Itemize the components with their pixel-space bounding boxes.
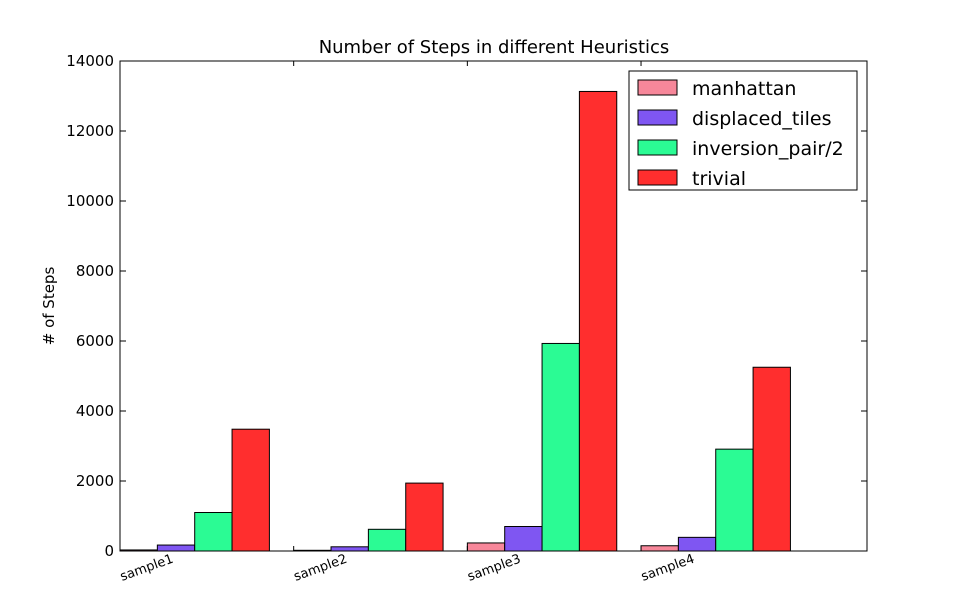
bar-displaced-tiles-sample3: [504, 526, 543, 552]
x-tick-label-sample2: sample2: [292, 552, 349, 585]
bar-trivial-sample1: [231, 428, 270, 552]
bar-trivial-sample3: [578, 90, 618, 552]
y-tick-label-4000: 4000: [76, 402, 114, 420]
legend-label-displaced-tiles: displaced_tiles: [692, 108, 832, 130]
legend-label-inversion-pair-2: inversion_pair/2: [692, 138, 844, 160]
bar-displaced-tiles-sample1: [156, 544, 196, 552]
plot-frame: [119, 60, 868, 552]
legend-swatch-displaced-tiles: [637, 109, 678, 126]
y-tick-label-6000: 6000: [76, 332, 114, 350]
y-axis-label: # of Steps: [40, 267, 58, 346]
bar-displaced-tiles-sample2: [330, 546, 369, 552]
x-tick-label-sample4: sample4: [639, 552, 696, 585]
bar-inversion-pair-2-sample3: [541, 342, 580, 552]
bar-trivial-sample4: [752, 366, 791, 552]
bar-manhattan-sample3: [466, 542, 506, 552]
bar-manhattan-sample4: [640, 545, 679, 552]
axis-ticks-group: sample1 sample2 sample3 sample4 0 2000 4000 600…: [66, 52, 867, 585]
chart-title: Number of Steps in different Heuristics: [319, 37, 670, 58]
legend-swatch-inversion-pair-2: [637, 139, 678, 156]
legend-label-manhattan: manhattan: [692, 78, 796, 100]
y-tick-label-2000: 2000: [76, 472, 114, 490]
bars-group: [119, 90, 791, 552]
legend: manhattan displaced_tiles inversion_pair/2…: [628, 70, 858, 191]
x-tick-label-sample1: sample1: [118, 552, 175, 585]
bar-trivial-sample2: [405, 482, 444, 552]
bar-inversion-pair-2-sample4: [715, 448, 754, 552]
legend-label-trivial: trivial: [692, 168, 746, 190]
bar-inversion-pair-2-sample2: [367, 528, 407, 552]
bar-displaced-tiles-sample4: [677, 536, 717, 552]
y-tick-label-0: 0: [104, 542, 114, 560]
legend-swatch-manhattan: [637, 79, 678, 96]
legend-swatch-trivial: [637, 169, 678, 186]
y-tick-label-8000: 8000: [76, 262, 114, 280]
bar-inversion-pair-2-sample1: [194, 512, 233, 552]
y-tick-label-14000: 14000: [66, 52, 114, 70]
x-tick-label-sample3: sample3: [466, 552, 523, 585]
y-tick-label-10000: 10000: [66, 192, 114, 210]
y-tick-label-12000: 12000: [66, 122, 114, 140]
